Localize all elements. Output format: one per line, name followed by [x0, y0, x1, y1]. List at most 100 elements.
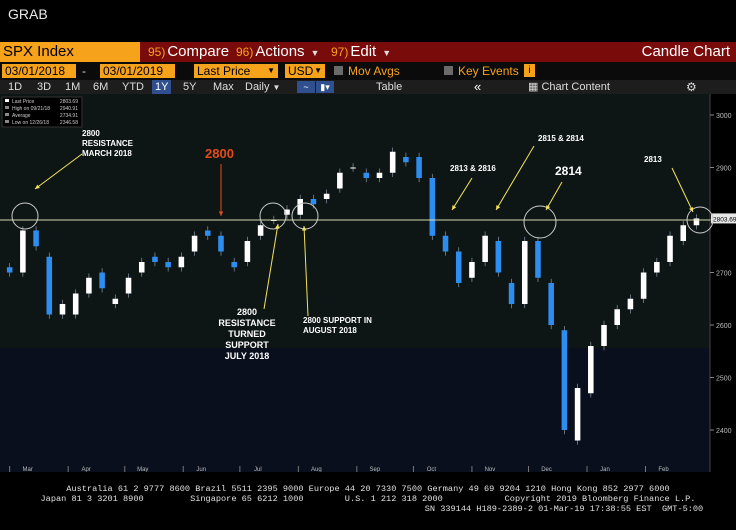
- legend-box: [1, 96, 83, 128]
- candle-body: [138, 262, 145, 273]
- legend-label: High on 09/21/18: [12, 106, 50, 112]
- annotation-text: 2800: [237, 307, 257, 317]
- candle-body: [46, 256, 53, 315]
- plot-area-lower: [0, 348, 710, 472]
- period-6m[interactable]: 6M: [93, 81, 109, 93]
- candle-body: [297, 199, 303, 215]
- field-select[interactable]: Last Price ▼: [194, 64, 278, 78]
- candle-body: [574, 388, 581, 441]
- bar-view-icon[interactable]: ▮▾: [316, 81, 334, 93]
- footer-line: SN 339144 H189-2389-2 01-Mar-19 17:38:55…: [32, 504, 704, 514]
- candle-body: [178, 256, 185, 268]
- chevron-down-icon: ▼: [314, 66, 322, 75]
- candle-body: [667, 235, 673, 262]
- footer: Australia 61 2 9777 8600 Brazil 5511 239…: [0, 484, 736, 514]
- arrow-head: [496, 205, 501, 210]
- x-tick-label: Sep: [369, 467, 380, 472]
- candle-body: [495, 241, 502, 273]
- candle-body: [389, 151, 396, 173]
- x-tick-label: Dec: [541, 467, 552, 472]
- table-button[interactable]: Table: [376, 81, 403, 93]
- candle-body: [416, 157, 422, 178]
- period-1y[interactable]: 1Y: [152, 80, 172, 94]
- actions-button[interactable]: 96) Actions ▼: [236, 43, 320, 60]
- legend-label: Low on 12/26/18: [12, 120, 49, 126]
- period-3d[interactable]: 3D: [37, 81, 52, 93]
- candle-body: [218, 235, 224, 252]
- chevron-down-icon: ▼: [272, 83, 281, 92]
- annotation-text: 2800: [82, 129, 100, 138]
- last-price-tag: [711, 213, 736, 224]
- candle-body: [99, 272, 105, 289]
- mov-avgs-label: Mov Avgs: [348, 64, 400, 78]
- back-icon[interactable]: «: [474, 79, 482, 94]
- x-tick-label: Jan: [600, 467, 610, 472]
- options-bar: [0, 62, 736, 80]
- compare-button[interactable]: 95) Compare: [148, 43, 230, 60]
- start-date-field[interactable]: 03/01/2018: [2, 64, 76, 78]
- legend-swatch: [5, 99, 9, 102]
- x-tick-label: Aug: [311, 467, 322, 472]
- candle-body: [86, 277, 92, 294]
- candle-body: [482, 235, 488, 262]
- candle-body: [548, 283, 554, 325]
- chevron-down-icon: ▼: [267, 66, 275, 75]
- candle-body: [72, 293, 79, 315]
- candle-body: [535, 241, 541, 278]
- annotation-text: 2800: [205, 146, 234, 161]
- edit-button[interactable]: 97) Edit ▼: [331, 43, 392, 60]
- period-1m[interactable]: 1M: [65, 81, 81, 93]
- frequency-select[interactable]: Daily ▼: [245, 81, 281, 93]
- annotation-text: MARCH 2018: [82, 149, 132, 158]
- chart-icon: ▦: [528, 81, 539, 93]
- footer-line: Australia 61 2 9777 8600 Brazil 5511 239…: [66, 484, 670, 494]
- candle-body: [363, 172, 370, 178]
- period-max[interactable]: Max: [213, 81, 234, 93]
- x-tick-label: Jul: [254, 467, 262, 472]
- ticker-field[interactable]: SPX Index: [0, 42, 140, 62]
- annotation-text: 2814: [555, 164, 582, 178]
- candle-body: [191, 235, 198, 252]
- legend-label: Last Price: [12, 99, 34, 105]
- chart-type-label[interactable]: Candle Chart: [641, 43, 730, 60]
- annotation-arrow: [545, 181, 563, 211]
- period-5y[interactable]: 5Y: [183, 81, 197, 93]
- candle-body: [350, 167, 356, 169]
- date-separator: -: [82, 64, 86, 78]
- annotation-text: SUPPORT: [225, 340, 269, 350]
- y-tick-label: 2500: [716, 376, 732, 383]
- gear-icon[interactable]: ⚙: [686, 80, 697, 94]
- mov-avgs-checkbox[interactable]: [334, 66, 343, 75]
- candle-body: [654, 262, 660, 273]
- annotation-arrow: [451, 177, 473, 211]
- candle-body: [323, 193, 330, 199]
- candle-body: [508, 283, 515, 304]
- period-ytd[interactable]: YTD: [122, 81, 144, 93]
- candle-body: [376, 172, 383, 178]
- end-date-field[interactable]: 03/01/2019: [100, 64, 175, 78]
- info-icon[interactable]: i: [524, 64, 535, 77]
- annotation-circle: [523, 205, 557, 239]
- plot-area-upper: [0, 94, 710, 348]
- candle-body: [125, 277, 132, 294]
- y-tick-label: 2400: [716, 428, 732, 435]
- annotation-arrow: [303, 225, 309, 317]
- candle-chart: 2400 2500 2600 2700 2800 2900 3000 Mar Apr May Ju…: [0, 94, 736, 472]
- annotation-text: JULY 2018: [225, 351, 270, 361]
- chart-content-button[interactable]: ▦ Chart Content: [528, 81, 610, 93]
- candle-body: [337, 172, 343, 189]
- candle-body: [561, 330, 568, 430]
- annotation-circle: [686, 206, 714, 234]
- x-tick-label: Mar: [22, 467, 32, 472]
- x-tick-label: Apr: [81, 467, 90, 472]
- arrow-head: [689, 207, 694, 212]
- key-events-checkbox[interactable]: [444, 66, 453, 75]
- annotation-text: TURNED: [228, 329, 266, 339]
- chevron-down-icon: ▼: [382, 48, 392, 58]
- x-tick-label: Feb: [658, 467, 669, 472]
- period-1d[interactable]: 1D: [8, 81, 23, 93]
- currency-select[interactable]: USD ▼: [285, 64, 325, 78]
- chart-view-icon[interactable]: ~: [297, 81, 315, 93]
- x-tick-label: Jun: [196, 467, 206, 472]
- footer-line: Japan 81 3 3201 8900 Singapore 65 6212 1…: [40, 494, 696, 504]
